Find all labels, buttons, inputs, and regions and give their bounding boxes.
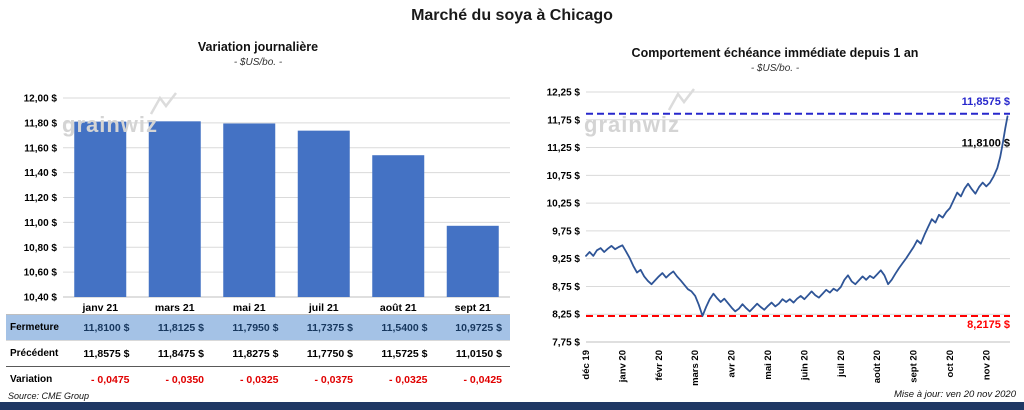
watermark-spike-icon	[668, 88, 695, 111]
table-cell: 11,5725 $	[381, 347, 428, 360]
x-axis-label: nov 20	[981, 350, 992, 380]
y-axis-label: 11,40 $	[24, 168, 57, 179]
line-chart: 7,75 $ 8,25 $ 8,75 $ 9,25 $ 9,75 $ 10,25 $ 10,…	[547, 88, 1010, 386]
price-line	[585, 115, 1009, 317]
table-cell: - 0,0375	[314, 373, 353, 386]
table-cell: 11,7950 $	[232, 321, 279, 334]
x-axis-label: janv 20	[617, 350, 628, 383]
y-axis-label: 11,80 $	[24, 118, 57, 129]
y-axis-label: 7,75 $	[552, 338, 580, 349]
table-row-précédent: Précédent 11,8575 $ 11,8475 $ 11,8275 $ 11,7…	[6, 340, 510, 366]
line-chart-title: Comportement échéance immédiate depuis 1…	[631, 46, 919, 60]
table-cell: 11,8275 $	[232, 347, 279, 360]
y-axis-label: 9,75 $	[552, 226, 580, 237]
table-cell: 11,8475 $	[157, 347, 204, 360]
x-axis-label: mars 21	[155, 302, 195, 314]
bar-chart-title: Variation journalière	[197, 40, 319, 54]
table-cell: - 0,0325	[239, 373, 279, 386]
bar-janv-21	[74, 121, 127, 297]
row-label: Variation	[10, 374, 53, 385]
y-axis-label: 11,60 $	[24, 143, 57, 154]
table-cell: 11,0150 $	[455, 347, 502, 360]
table-cell: 11,7375 $	[306, 321, 353, 334]
table-cell: 11,8575 $	[83, 347, 130, 360]
last-price-label: 11,8100 $	[962, 137, 1010, 149]
table-cell: - 0,0325	[388, 373, 428, 386]
bar-août-21	[372, 155, 425, 297]
y-axis-label: 11,75 $	[547, 115, 580, 126]
y-axis-label: 12,00 $	[24, 94, 58, 105]
y-axis-label: 10,25 $	[547, 199, 581, 210]
table-cell: - 0,0475	[90, 373, 130, 386]
row-label: Précédent	[10, 348, 59, 359]
x-axis-label: sept 20	[909, 350, 920, 383]
y-axis-label: 11,25 $	[547, 143, 580, 154]
x-axis-label: août 21	[380, 302, 417, 314]
y-axis-label: 10,40 $	[24, 293, 58, 304]
x-axis-label: oct 20	[945, 350, 956, 377]
x-axis-label: déc 19	[581, 350, 592, 380]
table-cell: 10,9725 $	[455, 321, 502, 334]
x-axis-label: mai 20	[763, 350, 774, 380]
y-axis-label: 10,75 $	[547, 171, 581, 182]
watermark-spike-icon	[150, 92, 177, 115]
grainwiz-watermark: grainwiz	[62, 112, 159, 137]
y-axis-label: 10,60 $	[24, 268, 58, 279]
y-axis-label: 9,25 $	[552, 254, 580, 265]
x-axis-label: août 20	[872, 350, 883, 383]
table-cell: - 0,0425	[463, 373, 502, 386]
x-axis-label: mars 20	[690, 350, 701, 386]
reference-line-label: 11,8575 $	[962, 96, 1010, 108]
x-axis-label: juin 20	[799, 350, 810, 381]
bar-mars-21	[148, 121, 201, 297]
bar-juil-21	[297, 130, 350, 297]
y-axis-label: 11,00 $	[24, 218, 57, 229]
bar-chart-subtitle: - $US/bo. -	[233, 57, 283, 68]
values-table: Fermeture 11,8100 $ 11,8125 $ 11,7950 $ 11,7…	[6, 314, 510, 392]
table-row-variation: Variation - 0,0475 - 0,0350 - 0,0325 - 0,037…	[6, 366, 510, 392]
x-axis-label: févr 20	[654, 350, 665, 381]
reference-line-label: 8,2175 $	[967, 319, 1010, 331]
row-label: Fermeture	[10, 322, 59, 333]
y-axis-label: 12,25 $	[547, 88, 581, 99]
grainwiz-watermark: grainwiz	[584, 112, 681, 137]
table-cell: 11,8100 $	[83, 321, 130, 334]
source-note: Source: CME Group	[8, 391, 90, 401]
page-title: Marché du soya à Chicago	[411, 7, 613, 24]
table-cell: 11,5400 $	[381, 321, 428, 334]
x-axis-label: mai 21	[233, 302, 266, 314]
table-cell: 11,8125 $	[157, 321, 204, 334]
y-axis-label: 11,20 $	[24, 193, 57, 204]
x-axis-label: juil 21	[308, 302, 339, 314]
y-axis-label: 8,25 $	[552, 310, 580, 321]
y-axis-label: 8,75 $	[552, 282, 580, 293]
x-axis-label: janv 21	[81, 302, 118, 314]
x-axis-label: juil 20	[836, 350, 847, 378]
bar-chart: 10,40 $ 10,60 $ 10,80 $ 11,00 $ 11,20 $ 11,40…	[24, 94, 510, 314]
x-axis-label: avr 20	[727, 350, 738, 377]
bottom-accent-bar	[0, 402, 1024, 410]
table-cell: - 0,0350	[165, 373, 204, 386]
bar-sept-21	[446, 225, 499, 297]
bar-mai-21	[223, 123, 276, 297]
y-axis-label: 10,80 $	[24, 243, 58, 254]
update-note: Mise à jour: ven 20 nov 2020	[894, 389, 1016, 400]
x-axis-label: sept 21	[455, 302, 491, 314]
line-chart-subtitle: - $US/bo. -	[750, 63, 800, 74]
table-row-fermeture: Fermeture 11,8100 $ 11,8125 $ 11,7950 $ 11,7…	[6, 314, 510, 340]
table-cell: 11,7750 $	[306, 347, 353, 360]
